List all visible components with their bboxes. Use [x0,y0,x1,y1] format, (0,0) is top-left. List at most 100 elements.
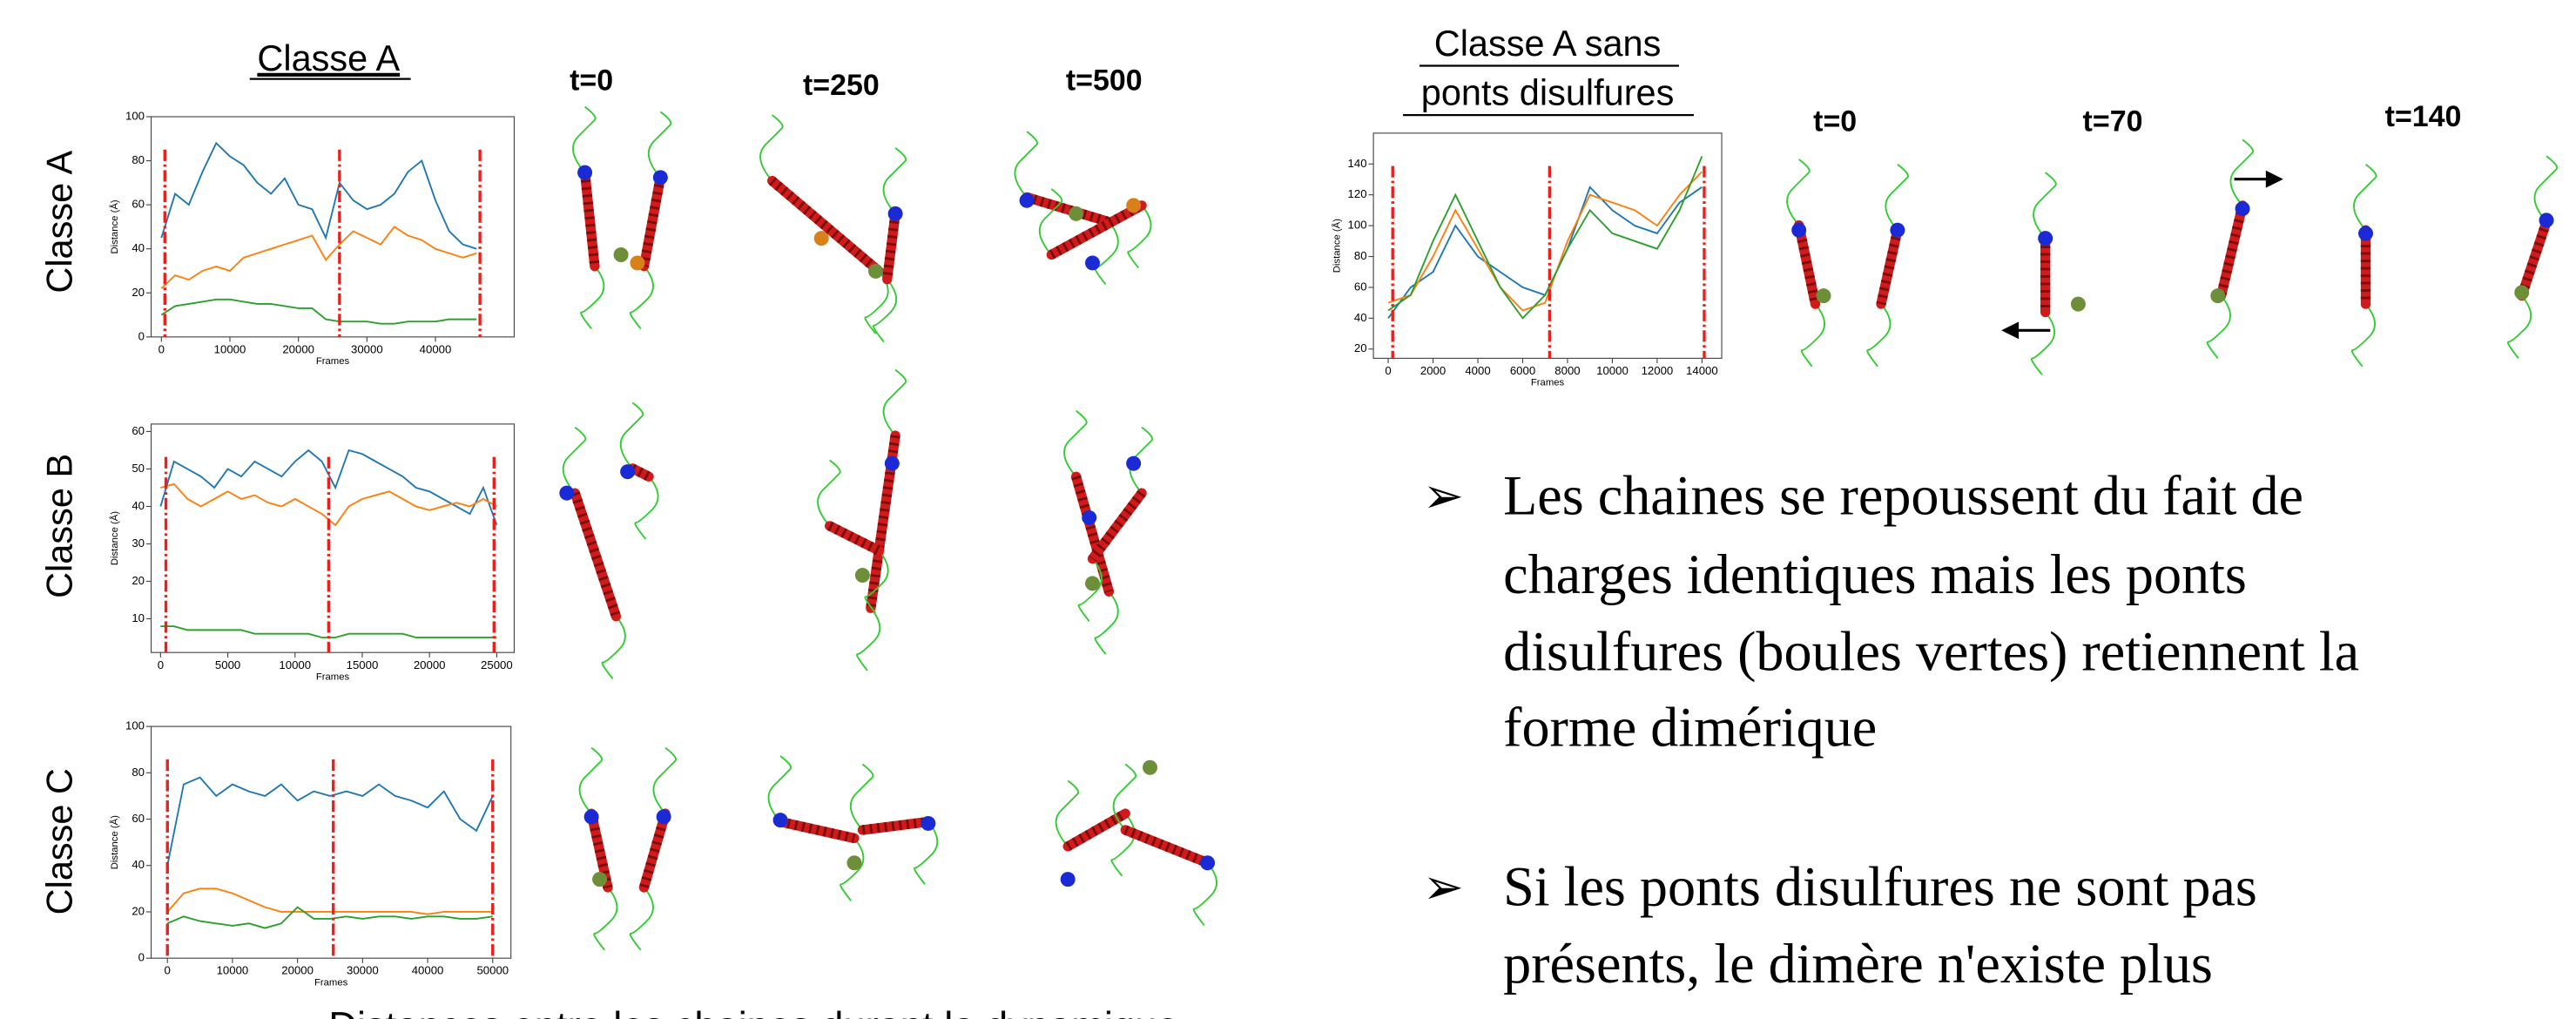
series-line [166,906,493,929]
loop [1866,303,1892,368]
helix [1120,825,1213,868]
y-tick-label: 100 [1348,219,1367,232]
y-tick-label: 10 [131,611,145,624]
y-tick-label: 40 [131,499,145,512]
y-axis-label: Distance (Å) [1332,219,1343,273]
atom [630,255,645,271]
x-tick-label: 0 [158,342,165,355]
loop [2350,303,2376,368]
x-tick-label: 20000 [414,658,446,671]
y-tick-label: 20 [131,286,145,299]
loop [2353,163,2377,231]
bullet-line: Les chaines se repoussent du fait de [1503,464,2303,526]
loop [856,607,881,671]
loop [849,763,874,831]
atom [2210,288,2226,304]
x-axis-label: Frames [316,356,350,367]
atom [613,247,629,262]
loop [2533,155,2559,223]
y-tick-label: 40 [131,241,145,254]
helix [1022,192,1115,227]
left-heading: Classe A [257,37,400,78]
y-tick-label: 0 [138,329,145,342]
atom [2539,213,2554,228]
time-label: t=140 [2385,100,2462,133]
loop [593,887,618,951]
x-tick-label: 10000 [279,658,311,671]
x-axis-label: Frames [314,977,348,988]
y-tick-label: 0 [138,951,145,964]
y-tick-label: 80 [1354,249,1367,262]
x-tick-label: 14000 [1686,364,1718,377]
x-axis-label: Frames [316,671,350,682]
x-tick-label: 50000 [476,964,509,977]
y-axis-label: Distance (Å) [109,199,120,253]
atom [2235,201,2250,217]
right-heading: Classe A sans [1434,23,1662,64]
series-line [160,141,477,250]
atom [656,809,671,825]
helix-stripe [1088,489,1146,563]
atom [772,813,788,828]
loop [1786,159,1811,226]
atom [1126,456,1142,471]
helix [882,208,900,285]
right-heading: ponts disulfures [1421,71,1675,112]
helix-stripe [827,521,881,556]
bullet-line: forme dimérique [1503,696,1877,758]
atom [620,464,636,480]
y-tick-label: 40 [1354,311,1367,324]
atom [2070,296,2086,312]
loop [1112,763,1137,831]
atom [1082,510,1097,525]
y-tick-label: 100 [125,719,145,732]
x-axis-label: Frames [1531,378,1565,388]
y-tick-label: 50 [131,462,145,475]
atom [1126,198,1142,213]
y-tick-label: 20 [131,904,145,917]
y-tick-label: 100 [125,109,145,122]
helix-stripe [1049,200,1144,260]
loop [2206,295,2231,359]
plot-frame [1372,132,1723,359]
loop [914,820,939,885]
loop [1055,779,1080,847]
atom [1890,222,1905,238]
loop [817,459,841,527]
loop [601,616,626,679]
time-label: t=250 [803,69,880,102]
y-tick-label: 60 [131,812,145,825]
plot-frame [150,423,516,653]
x-tick-label: 0 [158,658,164,671]
loop [562,426,587,494]
atom [813,231,829,246]
y-tick-label: 60 [131,424,145,437]
loop [634,476,659,540]
atom [1060,872,1076,887]
x-tick-label: 0 [1385,364,1391,377]
y-tick-label: 140 [1348,157,1367,170]
y-tick-label: 20 [131,574,145,587]
x-tick-label: 8000 [1554,364,1580,377]
x-tick-label: 0 [165,964,171,977]
row-label: Classe A [39,151,80,294]
x-tick-label: 30000 [347,964,379,977]
helix-stripe [768,177,882,275]
time-label: t=0 [570,64,613,97]
loop [882,368,907,436]
atom [1069,206,1084,221]
atom [868,263,883,279]
loop [1885,163,1909,231]
atom [1200,855,1216,871]
row-label: Classe C [39,768,80,914]
y-tick-label: 60 [1354,280,1367,293]
helix-stripe [1071,475,1114,593]
y-axis-label: Distance (Å) [109,815,120,869]
loop [767,755,792,823]
arrow [2001,170,2283,340]
atom [920,815,936,831]
atom [559,485,575,501]
atom [583,809,599,825]
x-tick-label: 20000 [282,342,314,355]
